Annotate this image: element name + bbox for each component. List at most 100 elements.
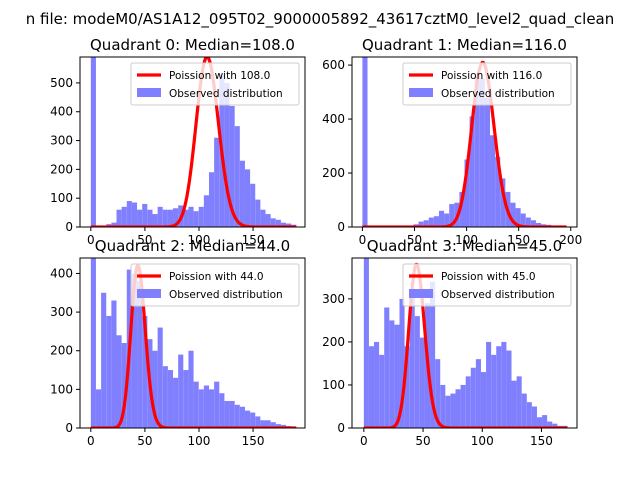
histogram-bar xyxy=(208,389,215,428)
histogram-bar xyxy=(470,367,476,428)
histogram xyxy=(90,258,292,428)
histogram-bar xyxy=(137,209,143,227)
legend-patch-swatch xyxy=(137,289,161,298)
x-tick-label: 150 xyxy=(530,434,553,448)
histogram-bar xyxy=(188,350,194,428)
subplot-grid: Quadrant 0: Median=108.0 0 50 100 150 0 100 200… xyxy=(50,36,582,448)
poisson-curve xyxy=(363,262,568,428)
histogram-bar xyxy=(250,183,256,227)
histogram-bar xyxy=(435,359,441,428)
histogram-bar xyxy=(239,406,245,428)
x-tick-label: 0 xyxy=(359,233,367,247)
histogram-bar xyxy=(275,424,281,428)
y-tick-label: 200 xyxy=(50,162,73,176)
histogram-bar xyxy=(455,389,461,428)
histogram-bar xyxy=(244,410,251,428)
histogram-bar xyxy=(111,222,117,227)
x-tick-label: 150 xyxy=(242,233,265,247)
x-tick-label: 0 xyxy=(87,233,95,247)
histogram-bar xyxy=(389,320,395,428)
histogram xyxy=(363,258,568,428)
histogram-bar xyxy=(147,209,153,227)
axes-frame xyxy=(79,56,306,228)
legend-patch-swatch xyxy=(409,289,433,298)
histogram-bar xyxy=(368,346,375,428)
histogram-bar xyxy=(536,417,543,428)
subplot-quadrant-1: Quadrant 1: Median=116.0 0 50 100 150 200 0 200… xyxy=(322,36,582,247)
histogram-bar xyxy=(394,324,400,428)
figure-suptitle: n file: modeM0/AS1A12_095T02_9000005892_… xyxy=(26,10,615,29)
histogram-bar xyxy=(280,222,287,227)
histogram-bar xyxy=(542,415,548,428)
histogram-bar xyxy=(526,402,532,428)
histogram-bar xyxy=(486,341,492,428)
x-tick-label: 200 xyxy=(559,233,582,247)
legend: Poission with 108.0 Observed distribution xyxy=(130,62,300,106)
y-tick-label: 500 xyxy=(50,76,73,90)
histogram-bar xyxy=(265,214,271,227)
y-tick-label: 600 xyxy=(322,58,345,72)
histogram-bar xyxy=(203,385,209,428)
histogram-bar xyxy=(495,156,501,227)
histogram-bar xyxy=(255,416,261,428)
histogram-bar xyxy=(428,217,434,227)
histogram-bar xyxy=(188,206,194,227)
legend-patch-swatch xyxy=(137,88,161,97)
x-tick-label: 50 xyxy=(137,233,152,247)
histogram-bar xyxy=(506,350,512,428)
subplot-quadrant-2: Quadrant 2: Median=44.0 0 50 100 150 0 100 200 3… xyxy=(50,237,306,448)
histogram-bar xyxy=(270,218,276,227)
histogram-bar xyxy=(224,82,230,227)
histogram-bar xyxy=(501,341,507,428)
histogram-bar xyxy=(152,350,158,428)
histogram-bar xyxy=(475,359,481,428)
histogram-bar xyxy=(229,105,235,227)
histogram-bar xyxy=(362,57,368,227)
legend-box xyxy=(402,263,572,307)
histogram-bar xyxy=(131,202,138,227)
histogram-bar xyxy=(444,213,450,227)
histogram-bar xyxy=(178,354,184,428)
histogram-bar xyxy=(244,169,251,227)
y-tick-label: 0 xyxy=(65,421,73,435)
histogram-bar xyxy=(265,420,271,428)
legend-patch-swatch xyxy=(409,88,433,97)
histogram-bar xyxy=(552,423,558,428)
histogram-bar xyxy=(409,290,415,428)
histogram-bar xyxy=(239,160,245,227)
histogram-bar xyxy=(384,307,390,428)
y-tick-label: 0 xyxy=(65,220,73,234)
legend: Poission with 116.0 Observed distribution xyxy=(402,62,572,106)
subplot-title: Quadrant 1: Median=116.0 xyxy=(362,36,567,54)
histogram-bar xyxy=(214,137,220,227)
x-tick-label: 100 xyxy=(471,434,494,448)
histogram-bar xyxy=(399,298,405,428)
axes-frame xyxy=(79,257,306,429)
x-tick-label: 0 xyxy=(87,434,95,448)
legend-label-observed: Observed distribution xyxy=(441,88,555,100)
histogram-bar xyxy=(173,377,179,428)
histogram-bar xyxy=(131,273,138,428)
histogram-bar xyxy=(116,335,122,428)
histogram-bar xyxy=(430,281,436,428)
legend-label-observed: Observed distribution xyxy=(441,289,555,301)
histogram-bar xyxy=(275,219,281,227)
histogram-bar xyxy=(234,404,240,428)
histogram-bar xyxy=(511,380,517,428)
histogram-bar xyxy=(219,393,225,428)
histogram-bar xyxy=(203,195,209,227)
histogram-bar xyxy=(208,172,215,227)
histogram-bar xyxy=(286,223,292,227)
histogram-bar xyxy=(374,341,380,428)
histogram-bar xyxy=(152,214,158,227)
x-tick-label: 50 xyxy=(415,434,430,448)
histogram-bar xyxy=(90,57,96,227)
subplot-title: Quadrant 2: Median=44.0 xyxy=(95,237,290,255)
histogram-bar xyxy=(167,209,174,227)
y-tick-label: 300 xyxy=(322,292,345,306)
histogram-bar xyxy=(270,422,276,428)
legend-label-poisson: Poission with 45.0 xyxy=(441,271,536,283)
histogram-bar xyxy=(474,75,480,227)
y-tick-label: 200 xyxy=(322,335,345,349)
